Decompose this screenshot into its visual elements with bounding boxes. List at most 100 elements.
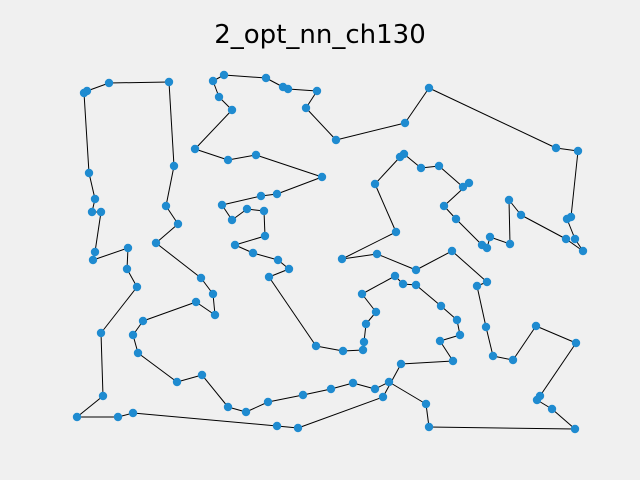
- tour-edge: [570, 150, 579, 218]
- tour-edge: [305, 107, 337, 141]
- city-node: [312, 86, 322, 96]
- city-node: [400, 118, 410, 128]
- tour-edge: [388, 381, 427, 405]
- tour-edge: [335, 122, 406, 141]
- city-node: [378, 392, 388, 402]
- city-node: [217, 200, 227, 210]
- tour-edge: [415, 284, 442, 307]
- city-node: [448, 356, 458, 366]
- city-node: [230, 240, 240, 250]
- city-node: [259, 206, 269, 216]
- city-node: [151, 238, 161, 248]
- city-node: [264, 272, 274, 282]
- tour-edge: [376, 253, 417, 271]
- tour-edge: [165, 165, 175, 207]
- tour-edge: [476, 285, 487, 328]
- city-node: [482, 243, 492, 253]
- city-node: [508, 355, 518, 365]
- city-node: [113, 412, 123, 422]
- tour-edge: [194, 109, 233, 150]
- city-node: [488, 351, 498, 361]
- city-node: [197, 370, 207, 380]
- city-node: [570, 424, 580, 434]
- city-node: [132, 282, 142, 292]
- city-node: [451, 214, 461, 224]
- city-node: [169, 161, 179, 171]
- tour-edge: [108, 81, 170, 84]
- city-node: [272, 421, 282, 431]
- city-node: [566, 212, 576, 222]
- city-node: [87, 207, 97, 217]
- tour-edge: [520, 214, 567, 240]
- tour-edge: [142, 301, 197, 322]
- city-node: [391, 227, 401, 237]
- tour-edge: [92, 247, 129, 261]
- city-node: [411, 265, 421, 275]
- city-node: [504, 195, 514, 205]
- tour-edge: [201, 374, 229, 408]
- city-node: [298, 390, 308, 400]
- city-node: [196, 273, 206, 283]
- city-node: [370, 179, 380, 189]
- city-node: [578, 246, 588, 256]
- city-node: [311, 341, 321, 351]
- city-node: [452, 315, 462, 325]
- city-node: [219, 70, 229, 80]
- city-node: [331, 135, 341, 145]
- tour-edge: [535, 325, 577, 344]
- city-node: [227, 215, 237, 225]
- city-node: [396, 359, 406, 369]
- city-node: [208, 76, 218, 86]
- city-node: [573, 146, 583, 156]
- city-node: [439, 201, 449, 211]
- city-node: [278, 82, 288, 92]
- city-node: [72, 412, 82, 422]
- city-node: [571, 338, 581, 348]
- tour-edge: [315, 345, 344, 352]
- tour-edge: [155, 242, 202, 279]
- city-node: [535, 391, 545, 401]
- city-node: [570, 234, 580, 244]
- tour-edge: [551, 408, 576, 430]
- tour-edge: [428, 87, 557, 149]
- tour-edge: [221, 195, 262, 206]
- tour-edge: [137, 352, 178, 383]
- city-node: [208, 289, 218, 299]
- tour-edge: [176, 374, 203, 383]
- city-node: [293, 423, 303, 433]
- city-node: [172, 377, 182, 387]
- city-node: [256, 191, 266, 201]
- city-node: [348, 378, 358, 388]
- city-node: [384, 377, 394, 387]
- city-node: [455, 330, 465, 340]
- city-node: [223, 155, 233, 165]
- tour-edge: [341, 231, 397, 260]
- city-node: [191, 297, 201, 307]
- city-node: [90, 247, 100, 257]
- tour-edge: [287, 88, 318, 92]
- city-node: [133, 348, 143, 358]
- tour-edge: [255, 154, 323, 178]
- city-node: [88, 255, 98, 265]
- tour-edge: [428, 426, 576, 430]
- city-node: [301, 103, 311, 113]
- tour-edge: [155, 223, 179, 244]
- tour-edge: [455, 218, 483, 246]
- city-node: [424, 83, 434, 93]
- city-node: [251, 150, 261, 160]
- tour-edge: [94, 211, 102, 253]
- city-node: [79, 88, 89, 98]
- tour-edge: [485, 326, 494, 357]
- tour-edge: [227, 154, 257, 161]
- city-node: [272, 189, 282, 199]
- city-node: [261, 73, 271, 83]
- city-node: [358, 345, 368, 355]
- city-node: [481, 322, 491, 332]
- tour-edge: [267, 394, 304, 403]
- tour-edge: [88, 172, 96, 200]
- city-node: [398, 279, 408, 289]
- tour-edge: [512, 325, 537, 361]
- city-node: [390, 271, 400, 281]
- city-node: [190, 144, 200, 154]
